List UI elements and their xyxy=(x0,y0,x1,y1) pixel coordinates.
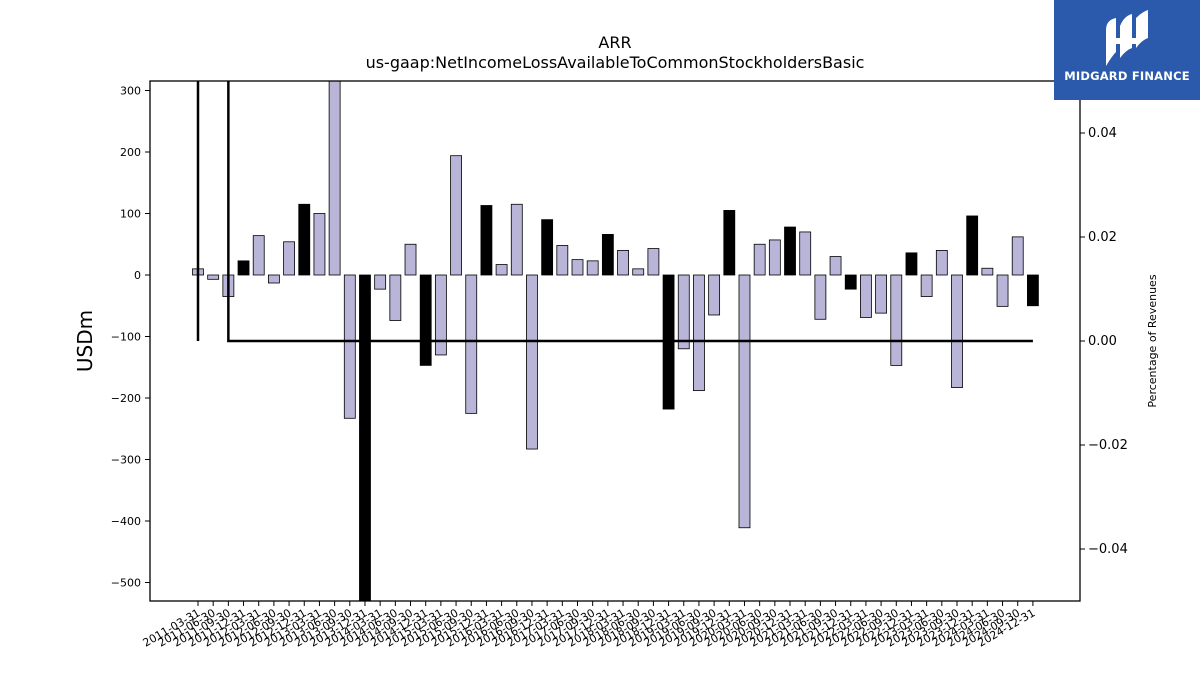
bar-2023-12-31 xyxy=(966,215,979,276)
bar-2015-06-30 xyxy=(450,155,462,276)
bar-2016-12-31 xyxy=(541,219,554,276)
bar-2020-03-31 xyxy=(738,274,751,529)
bar-2017-09-30 xyxy=(586,260,599,276)
y-tick-label: −200 xyxy=(111,392,141,405)
bar-2013-09-30 xyxy=(343,274,356,419)
bar-2014-03-31 xyxy=(374,274,387,290)
bar-2013-06-30 xyxy=(328,80,341,276)
y-tick-label: 100 xyxy=(120,208,141,221)
bar-2024-09-30 xyxy=(1011,236,1024,276)
bar-2014-12-31 xyxy=(419,274,432,366)
bar-2021-03-31 xyxy=(799,231,812,276)
chart-title: ARR xyxy=(598,33,631,52)
y2-axis-label: Percentage of Revenues xyxy=(1146,274,1159,407)
y2-tick-label: 0.00 xyxy=(1088,334,1117,349)
chart-subtitle: us-gaap:NetIncomeLossAvailableToCommonSt… xyxy=(366,53,865,72)
logo-text: MIDGARD FINANCE xyxy=(1064,69,1190,83)
bar-2018-03-31 xyxy=(617,249,629,276)
bar-2017-03-31 xyxy=(556,245,569,276)
bar-2016-06-30 xyxy=(510,203,523,276)
bar-2014-09-30 xyxy=(404,243,417,276)
y-tick-label: 200 xyxy=(120,146,141,159)
bar-2021-06-30 xyxy=(814,274,827,320)
bar-2024-12-31 xyxy=(1027,274,1039,307)
bar-2014-06-30 xyxy=(389,274,402,321)
bar-2017-12-31 xyxy=(601,234,614,276)
bar-2019-12-31 xyxy=(723,210,736,276)
y-tick-label: −500 xyxy=(111,577,141,590)
bar-2015-12-31 xyxy=(480,205,493,276)
bar-2012-06-30 xyxy=(267,274,280,284)
y-tick-label: −400 xyxy=(111,515,141,528)
y2-tick-label: −0.02 xyxy=(1088,438,1128,453)
bar-2020-12-31 xyxy=(784,226,796,276)
y2-tick-label: 0.04 xyxy=(1088,126,1117,141)
bar-2013-12-31 xyxy=(359,274,371,602)
bar-2019-03-31 xyxy=(677,274,690,350)
x-axis: 2011-03-312011-06-302011-09-302011-12-31… xyxy=(141,601,1037,650)
bar-2015-03-31 xyxy=(434,274,447,356)
bar-2022-06-30 xyxy=(875,274,887,314)
y-tick-label: −300 xyxy=(111,454,141,467)
bar-2011-12-31 xyxy=(237,260,250,276)
pct-line-segment-2 xyxy=(227,81,1033,343)
y2-tick-label: 0.02 xyxy=(1088,230,1117,245)
bar-2020-06-30 xyxy=(753,243,766,276)
bar-2024-03-31 xyxy=(981,267,994,276)
midgard-finance-logo: MIDGARD FINANCE xyxy=(1054,0,1200,100)
percentage-line-group xyxy=(196,81,1033,343)
bar-2023-03-31 xyxy=(920,274,933,297)
bar-2021-09-30 xyxy=(829,256,842,276)
bar-2016-09-30 xyxy=(526,274,538,450)
bar-2022-03-31 xyxy=(860,274,872,318)
bar-2023-09-30 xyxy=(951,274,963,388)
y-tick-label: 0 xyxy=(134,269,141,282)
bar-2011-06-30 xyxy=(207,274,220,280)
bar-2018-06-30 xyxy=(632,268,645,276)
bar-2013-03-31 xyxy=(313,213,326,276)
bar-2012-03-31 xyxy=(252,235,265,276)
bar-2022-09-30 xyxy=(890,274,903,366)
bar-2018-09-30 xyxy=(647,248,660,276)
midgard-logo-icon xyxy=(1106,10,1148,66)
bars-group xyxy=(192,80,1039,602)
bar-2022-12-31 xyxy=(905,252,918,276)
bar-2012-12-31 xyxy=(298,203,311,276)
bar-2020-09-30 xyxy=(768,239,781,276)
y2-axis: 0.04 0.02 0.00 −0.02 −0.04 xyxy=(1080,126,1128,557)
y-axis: 300 200 100 0 −100 −200 −300 −400 −500 xyxy=(111,85,150,590)
bar-2023-06-30 xyxy=(935,249,948,276)
bar-2016-03-31 xyxy=(495,264,508,276)
bar-2019-06-30 xyxy=(693,274,705,392)
bar-2019-09-30 xyxy=(708,274,721,316)
y-tick-label: 300 xyxy=(120,85,141,98)
y-tick-label: −100 xyxy=(111,331,141,344)
bar-2012-09-30 xyxy=(283,241,295,276)
bar-2021-12-31 xyxy=(844,274,857,290)
bar-2024-06-30 xyxy=(996,274,1009,307)
bar-2015-09-30 xyxy=(465,274,478,414)
y-axis-label: USDm xyxy=(73,310,97,372)
y2-tick-label: −0.04 xyxy=(1088,542,1128,557)
bar-2017-06-30 xyxy=(571,259,584,276)
